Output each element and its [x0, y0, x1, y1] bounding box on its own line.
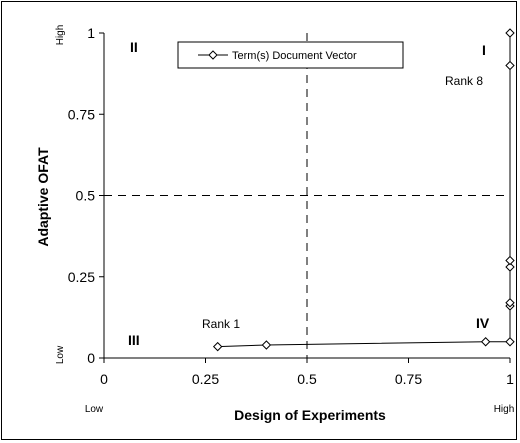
legend: Term(s) Document Vector — [177, 41, 404, 69]
y-axis-label: Adaptive OFAT — [35, 147, 51, 247]
data-point-marker — [212, 341, 223, 352]
data-point-marker — [505, 262, 515, 272]
legend-marker — [208, 50, 218, 60]
x-tick-label: 0.75 — [395, 371, 422, 387]
x-high-label: High — [494, 404, 515, 415]
quadrant-label-i: I — [482, 42, 486, 58]
x-tick-label: 0 — [100, 371, 108, 387]
x-low-label: Low — [85, 404, 104, 415]
y-low-label: Low — [55, 345, 66, 364]
series-term-document-vector — [212, 28, 515, 352]
legend-entry-term-document-vector: Term(s) Document Vector — [232, 50, 357, 62]
x-tick-label: 0.25 — [192, 371, 219, 387]
y-tick-label: 0.5 — [76, 188, 96, 204]
y-high-label: High — [55, 25, 66, 46]
data-point-marker — [261, 340, 272, 350]
data-point-marker — [505, 28, 515, 38]
y-tick-label: 0.75 — [68, 106, 95, 122]
data-point-marker — [505, 337, 515, 347]
axes: 0 0.25 0.5 0.75 1 0 0.25 0.5 0.75 1 — [68, 25, 514, 387]
quadrant-label-ii: II — [130, 39, 138, 55]
quadrant-label-iv: IV — [476, 315, 490, 331]
quadrant-label-iii: III — [128, 332, 140, 348]
data-point-marker — [505, 255, 515, 266]
y-tick-label: 0.25 — [68, 269, 95, 285]
annotation-rank-1: Rank 1 — [202, 317, 240, 331]
annotation-rank-8: Rank 8 — [445, 74, 483, 88]
divider-lines — [104, 33, 510, 358]
x-axis-label: Design of Experiments — [234, 407, 386, 423]
data-point-marker — [505, 298, 515, 308]
y-tick-label: 1 — [87, 25, 95, 41]
x-tick-label: 1 — [506, 371, 514, 387]
x-tick-label: 0.5 — [297, 371, 317, 387]
data-point-marker — [480, 337, 491, 347]
y-tick-label: 0 — [87, 350, 95, 366]
data-point-marker — [505, 60, 515, 71]
